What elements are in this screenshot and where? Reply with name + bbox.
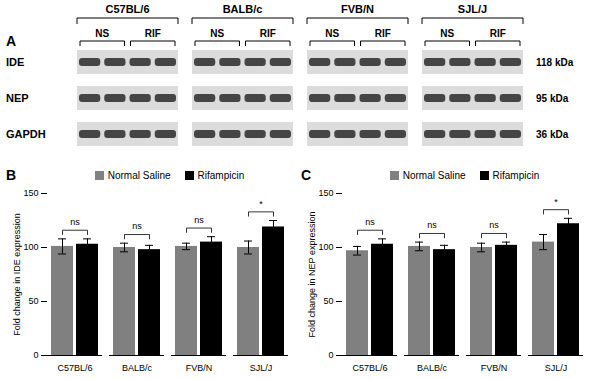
svg-text:BALB/c: BALB/c: [417, 363, 448, 373]
svg-text:ns: ns: [194, 215, 204, 225]
svg-text:A: A: [6, 33, 16, 49]
svg-text:C57BL/6: C57BL/6: [352, 363, 387, 373]
svg-text:ns: ns: [489, 220, 499, 230]
svg-text:FVB/N: FVB/N: [186, 363, 213, 373]
svg-text:BALB/c: BALB/c: [122, 363, 153, 373]
svg-text:NS: NS: [440, 28, 454, 39]
svg-text:Fold change in IDE expression: Fold change in IDE expression: [12, 213, 22, 336]
html-text:Rifampicin: Rifampicin: [197, 170, 245, 181]
svg-text:NS: NS: [325, 28, 339, 39]
svg-text:NS: NS: [95, 28, 109, 39]
svg-text:100: 100: [318, 242, 333, 252]
svg-text:50: 50: [323, 296, 333, 306]
svg-text:ns: ns: [427, 220, 437, 230]
html-text:Normal Saline: Normal Saline: [402, 170, 466, 181]
svg-text:FVB/N: FVB/N: [481, 363, 508, 373]
svg-text:FVB/N: FVB/N: [341, 3, 374, 15]
svg-text:0: 0: [33, 350, 38, 360]
svg-text:ns: ns: [365, 217, 375, 227]
svg-text:RIF: RIF: [145, 28, 161, 39]
html-text:Normal Saline: Normal Saline: [107, 170, 171, 181]
svg-text:150: 150: [23, 188, 38, 198]
svg-text:NS: NS: [210, 28, 224, 39]
svg-text:SJL/J: SJL/J: [545, 363, 568, 373]
svg-text:36 kDa: 36 kDa: [536, 129, 569, 140]
svg-text:BALB/c: BALB/c: [223, 3, 263, 15]
svg-text:RIF: RIF: [490, 28, 506, 39]
svg-text:ns: ns: [132, 221, 142, 231]
svg-text:*: *: [259, 199, 263, 209]
svg-text:SJL/J: SJL/J: [458, 3, 487, 15]
svg-text:100: 100: [23, 242, 38, 252]
svg-text:RIF: RIF: [260, 28, 276, 39]
svg-text:GAPDH: GAPDH: [6, 128, 46, 140]
svg-text:NEP: NEP: [6, 92, 29, 104]
svg-text:*: *: [554, 197, 558, 207]
html-text:C: C: [301, 167, 312, 183]
svg-text:0: 0: [328, 350, 333, 360]
svg-text:Fold change in NEP expression: Fold change in NEP expression: [307, 212, 317, 338]
svg-text:IDE: IDE: [6, 56, 24, 68]
html-text:Rifampicin: Rifampicin: [492, 170, 540, 181]
svg-text:C57BL/6: C57BL/6: [57, 363, 92, 373]
svg-text:150: 150: [318, 188, 333, 198]
svg-text:SJL/J: SJL/J: [250, 363, 273, 373]
svg-text:50: 50: [28, 296, 38, 306]
svg-text:RIF: RIF: [375, 28, 391, 39]
svg-text:95 kDa: 95 kDa: [536, 93, 569, 104]
svg-text:118 kDa: 118 kDa: [536, 57, 574, 68]
svg-text:ns: ns: [70, 217, 80, 227]
html-text:B: B: [6, 167, 17, 183]
svg-text:C57BL/6: C57BL/6: [105, 3, 149, 15]
